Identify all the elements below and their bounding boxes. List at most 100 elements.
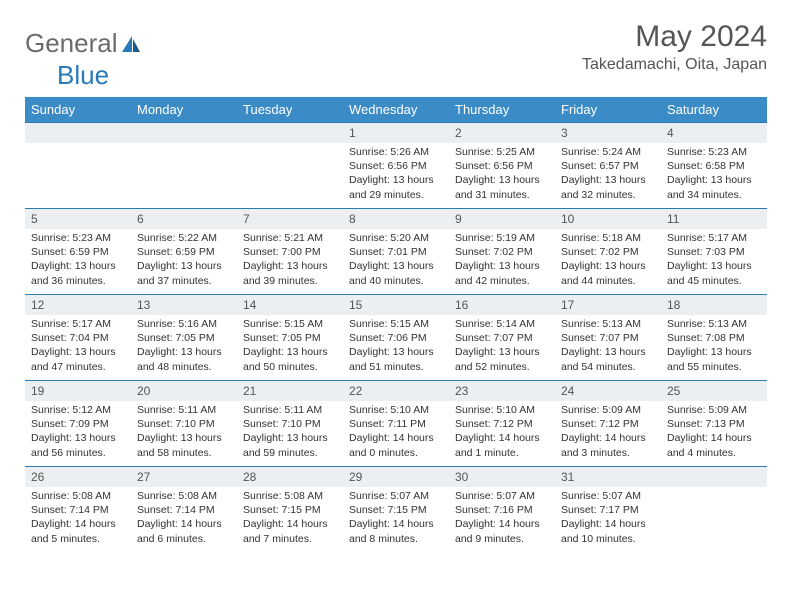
sunset-text: Sunset: 7:10 PM bbox=[243, 417, 337, 431]
calendar-week-row: 1Sunrise: 5:26 AMSunset: 6:56 PMDaylight… bbox=[25, 123, 767, 209]
logo-text-general: General bbox=[25, 28, 118, 59]
header-wednesday: Wednesday bbox=[343, 97, 449, 123]
sunrise-text: Sunrise: 5:13 AM bbox=[667, 317, 761, 331]
calendar-cell bbox=[661, 467, 767, 553]
day-content: Sunrise: 5:25 AMSunset: 6:56 PMDaylight:… bbox=[449, 143, 555, 206]
sunrise-text: Sunrise: 5:08 AM bbox=[243, 489, 337, 503]
calendar-cell: 30Sunrise: 5:07 AMSunset: 7:16 PMDayligh… bbox=[449, 467, 555, 553]
day-content: Sunrise: 5:16 AMSunset: 7:05 PMDaylight:… bbox=[131, 315, 237, 378]
sunrise-text: Sunrise: 5:10 AM bbox=[349, 403, 443, 417]
sunset-text: Sunset: 7:03 PM bbox=[667, 245, 761, 259]
sunrise-text: Sunrise: 5:26 AM bbox=[349, 145, 443, 159]
daylight-text: Daylight: 14 hours and 6 minutes. bbox=[137, 517, 231, 545]
sunrise-text: Sunrise: 5:23 AM bbox=[31, 231, 125, 245]
month-title: May 2024 bbox=[582, 20, 767, 54]
sunset-text: Sunset: 6:57 PM bbox=[561, 159, 655, 173]
calendar-cell: 27Sunrise: 5:08 AMSunset: 7:14 PMDayligh… bbox=[131, 467, 237, 553]
calendar-cell: 14Sunrise: 5:15 AMSunset: 7:05 PMDayligh… bbox=[237, 295, 343, 381]
calendar-cell: 6Sunrise: 5:22 AMSunset: 6:59 PMDaylight… bbox=[131, 209, 237, 295]
daylight-text: Daylight: 14 hours and 4 minutes. bbox=[667, 431, 761, 459]
calendar-cell: 9Sunrise: 5:19 AMSunset: 7:02 PMDaylight… bbox=[449, 209, 555, 295]
calendar-cell: 1Sunrise: 5:26 AMSunset: 6:56 PMDaylight… bbox=[343, 123, 449, 209]
day-content: Sunrise: 5:08 AMSunset: 7:15 PMDaylight:… bbox=[237, 487, 343, 550]
day-content bbox=[131, 143, 237, 149]
day-number: 16 bbox=[449, 295, 555, 315]
day-content: Sunrise: 5:23 AMSunset: 6:58 PMDaylight:… bbox=[661, 143, 767, 206]
day-content bbox=[25, 143, 131, 149]
daylight-text: Daylight: 14 hours and 10 minutes. bbox=[561, 517, 655, 545]
calendar-table: Sunday Monday Tuesday Wednesday Thursday… bbox=[25, 97, 767, 553]
sunrise-text: Sunrise: 5:12 AM bbox=[31, 403, 125, 417]
day-content: Sunrise: 5:23 AMSunset: 6:59 PMDaylight:… bbox=[25, 229, 131, 292]
daylight-text: Daylight: 13 hours and 34 minutes. bbox=[667, 173, 761, 201]
calendar-week-row: 12Sunrise: 5:17 AMSunset: 7:04 PMDayligh… bbox=[25, 295, 767, 381]
calendar-cell: 16Sunrise: 5:14 AMSunset: 7:07 PMDayligh… bbox=[449, 295, 555, 381]
location-label: Takedamachi, Oita, Japan bbox=[582, 56, 767, 74]
sunset-text: Sunset: 6:56 PM bbox=[349, 159, 443, 173]
day-number: 6 bbox=[131, 209, 237, 229]
sunrise-text: Sunrise: 5:15 AM bbox=[243, 317, 337, 331]
day-number: 14 bbox=[237, 295, 343, 315]
daylight-text: Daylight: 13 hours and 37 minutes. bbox=[137, 259, 231, 287]
daylight-text: Daylight: 13 hours and 50 minutes. bbox=[243, 345, 337, 373]
day-content: Sunrise: 5:13 AMSunset: 7:08 PMDaylight:… bbox=[661, 315, 767, 378]
sunset-text: Sunset: 7:15 PM bbox=[243, 503, 337, 517]
sunset-text: Sunset: 7:09 PM bbox=[31, 417, 125, 431]
daylight-text: Daylight: 13 hours and 42 minutes. bbox=[455, 259, 549, 287]
sunset-text: Sunset: 6:59 PM bbox=[137, 245, 231, 259]
sunrise-text: Sunrise: 5:07 AM bbox=[455, 489, 549, 503]
sunrise-text: Sunrise: 5:17 AM bbox=[667, 231, 761, 245]
calendar-cell: 25Sunrise: 5:09 AMSunset: 7:13 PMDayligh… bbox=[661, 381, 767, 467]
daylight-text: Daylight: 13 hours and 48 minutes. bbox=[137, 345, 231, 373]
day-number: 25 bbox=[661, 381, 767, 401]
header-friday: Friday bbox=[555, 97, 661, 123]
calendar-cell: 20Sunrise: 5:11 AMSunset: 7:10 PMDayligh… bbox=[131, 381, 237, 467]
day-number: 15 bbox=[343, 295, 449, 315]
day-number: 12 bbox=[25, 295, 131, 315]
day-number: 26 bbox=[25, 467, 131, 487]
sunrise-text: Sunrise: 5:15 AM bbox=[349, 317, 443, 331]
day-content: Sunrise: 5:07 AMSunset: 7:17 PMDaylight:… bbox=[555, 487, 661, 550]
day-number: 28 bbox=[237, 467, 343, 487]
day-content: Sunrise: 5:20 AMSunset: 7:01 PMDaylight:… bbox=[343, 229, 449, 292]
header-saturday: Saturday bbox=[661, 97, 767, 123]
calendar-cell: 26Sunrise: 5:08 AMSunset: 7:14 PMDayligh… bbox=[25, 467, 131, 553]
day-number: 8 bbox=[343, 209, 449, 229]
day-content: Sunrise: 5:22 AMSunset: 6:59 PMDaylight:… bbox=[131, 229, 237, 292]
day-content bbox=[237, 143, 343, 149]
sunset-text: Sunset: 6:56 PM bbox=[455, 159, 549, 173]
sunset-text: Sunset: 7:07 PM bbox=[561, 331, 655, 345]
calendar-cell: 28Sunrise: 5:08 AMSunset: 7:15 PMDayligh… bbox=[237, 467, 343, 553]
daylight-text: Daylight: 13 hours and 59 minutes. bbox=[243, 431, 337, 459]
day-content: Sunrise: 5:12 AMSunset: 7:09 PMDaylight:… bbox=[25, 401, 131, 464]
calendar-cell: 18Sunrise: 5:13 AMSunset: 7:08 PMDayligh… bbox=[661, 295, 767, 381]
sunrise-text: Sunrise: 5:17 AM bbox=[31, 317, 125, 331]
day-content: Sunrise: 5:08 AMSunset: 7:14 PMDaylight:… bbox=[25, 487, 131, 550]
sunrise-text: Sunrise: 5:08 AM bbox=[137, 489, 231, 503]
sunset-text: Sunset: 7:12 PM bbox=[561, 417, 655, 431]
daylight-text: Daylight: 14 hours and 1 minute. bbox=[455, 431, 549, 459]
day-content: Sunrise: 5:21 AMSunset: 7:00 PMDaylight:… bbox=[237, 229, 343, 292]
day-content: Sunrise: 5:15 AMSunset: 7:05 PMDaylight:… bbox=[237, 315, 343, 378]
calendar-cell: 15Sunrise: 5:15 AMSunset: 7:06 PMDayligh… bbox=[343, 295, 449, 381]
sunset-text: Sunset: 7:15 PM bbox=[349, 503, 443, 517]
calendar-cell bbox=[131, 123, 237, 209]
calendar-cell: 29Sunrise: 5:07 AMSunset: 7:15 PMDayligh… bbox=[343, 467, 449, 553]
daylight-text: Daylight: 14 hours and 3 minutes. bbox=[561, 431, 655, 459]
calendar-cell: 11Sunrise: 5:17 AMSunset: 7:03 PMDayligh… bbox=[661, 209, 767, 295]
sunrise-text: Sunrise: 5:08 AM bbox=[31, 489, 125, 503]
day-content: Sunrise: 5:14 AMSunset: 7:07 PMDaylight:… bbox=[449, 315, 555, 378]
day-content bbox=[661, 487, 767, 493]
day-content: Sunrise: 5:10 AMSunset: 7:12 PMDaylight:… bbox=[449, 401, 555, 464]
day-content: Sunrise: 5:26 AMSunset: 6:56 PMDaylight:… bbox=[343, 143, 449, 206]
day-content: Sunrise: 5:11 AMSunset: 7:10 PMDaylight:… bbox=[237, 401, 343, 464]
day-number: 10 bbox=[555, 209, 661, 229]
sunrise-text: Sunrise: 5:14 AM bbox=[455, 317, 549, 331]
day-content: Sunrise: 5:09 AMSunset: 7:12 PMDaylight:… bbox=[555, 401, 661, 464]
sunset-text: Sunset: 7:17 PM bbox=[561, 503, 655, 517]
sunset-text: Sunset: 7:10 PM bbox=[137, 417, 231, 431]
calendar-cell bbox=[25, 123, 131, 209]
day-content: Sunrise: 5:18 AMSunset: 7:02 PMDaylight:… bbox=[555, 229, 661, 292]
calendar-cell: 7Sunrise: 5:21 AMSunset: 7:00 PMDaylight… bbox=[237, 209, 343, 295]
day-number: 4 bbox=[661, 123, 767, 143]
